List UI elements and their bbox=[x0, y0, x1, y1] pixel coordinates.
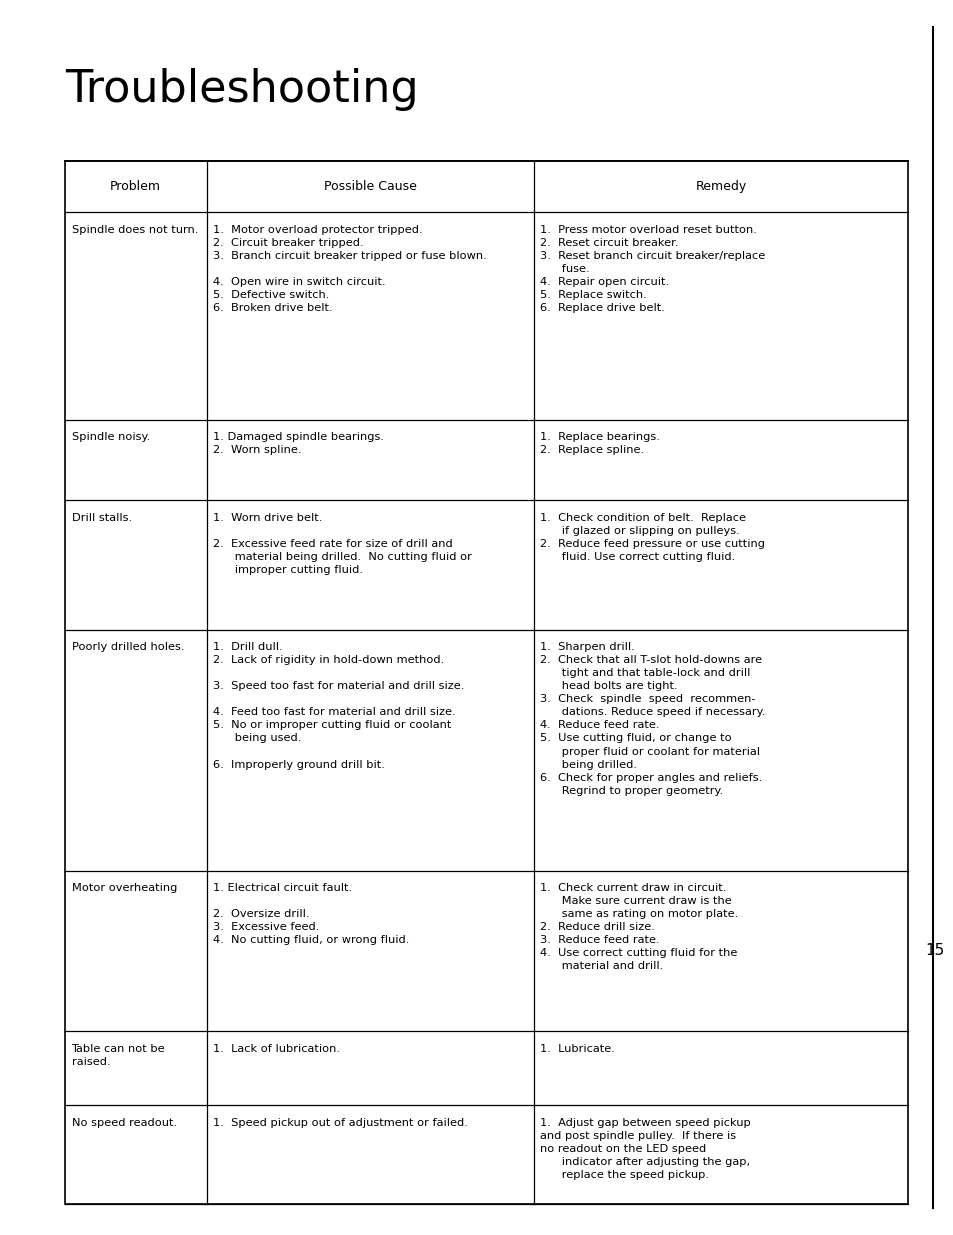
Bar bbox=[65, 161, 907, 1204]
Text: Drill stalls.: Drill stalls. bbox=[71, 513, 132, 522]
Text: 1.  Check condition of belt.  Replace
      if glazed or slipping on pulleys.
2.: 1. Check condition of belt. Replace if g… bbox=[540, 513, 764, 562]
Text: Remedy: Remedy bbox=[695, 180, 746, 193]
Text: 1.  Replace bearings.
2.  Replace spline.: 1. Replace bearings. 2. Replace spline. bbox=[540, 432, 659, 456]
Text: 1.  Speed pickup out of adjustment or failed.: 1. Speed pickup out of adjustment or fai… bbox=[213, 1118, 468, 1128]
Text: 1. Electrical circuit fault.

2.  Oversize drill.
3.  Excessive feed.
4.  No cut: 1. Electrical circuit fault. 2. Oversize… bbox=[213, 883, 409, 945]
Text: 1.  Adjust gap between speed pickup
and post spindle pulley.  If there is
no rea: 1. Adjust gap between speed pickup and p… bbox=[540, 1118, 750, 1179]
Text: Motor overheating: Motor overheating bbox=[71, 883, 176, 893]
Text: 15: 15 bbox=[924, 944, 943, 958]
Text: Table can not be
raised.: Table can not be raised. bbox=[71, 1044, 165, 1067]
Text: 1.  Press motor overload reset button.
2.  Reset circuit breaker.
3.  Reset bran: 1. Press motor overload reset button. 2.… bbox=[540, 225, 765, 312]
Text: 1.  Drill dull.
2.  Lack of rigidity in hold-down method.

3.  Speed too fast fo: 1. Drill dull. 2. Lack of rigidity in ho… bbox=[213, 642, 464, 769]
Text: 1.  Lack of lubrication.: 1. Lack of lubrication. bbox=[213, 1044, 340, 1053]
Text: No speed readout.: No speed readout. bbox=[71, 1118, 176, 1128]
Text: 1.  Motor overload protector tripped.
2.  Circuit breaker tripped.
3.  Branch ci: 1. Motor overload protector tripped. 2. … bbox=[213, 225, 486, 312]
Text: Possible Cause: Possible Cause bbox=[323, 180, 416, 193]
Text: Problem: Problem bbox=[111, 180, 161, 193]
Text: 1.  Worn drive belt.

2.  Excessive feed rate for size of drill and
      materi: 1. Worn drive belt. 2. Excessive feed ra… bbox=[213, 513, 472, 574]
Text: Poorly drilled holes.: Poorly drilled holes. bbox=[71, 642, 184, 652]
Text: 1.  Sharpen drill.
2.  Check that all T-slot hold-downs are
      tight and that: 1. Sharpen drill. 2. Check that all T-sl… bbox=[540, 642, 765, 795]
Text: Spindle does not turn.: Spindle does not turn. bbox=[71, 225, 197, 235]
Text: Troubleshooting: Troubleshooting bbox=[65, 68, 418, 111]
Text: Spindle noisy.: Spindle noisy. bbox=[71, 432, 150, 442]
Text: 1.  Lubricate.: 1. Lubricate. bbox=[540, 1044, 615, 1053]
Text: 1. Damaged spindle bearings.
2.  Worn spline.: 1. Damaged spindle bearings. 2. Worn spl… bbox=[213, 432, 384, 456]
Text: 1.  Check current draw in circuit.
      Make sure current draw is the
      sam: 1. Check current draw in circuit. Make s… bbox=[540, 883, 738, 971]
